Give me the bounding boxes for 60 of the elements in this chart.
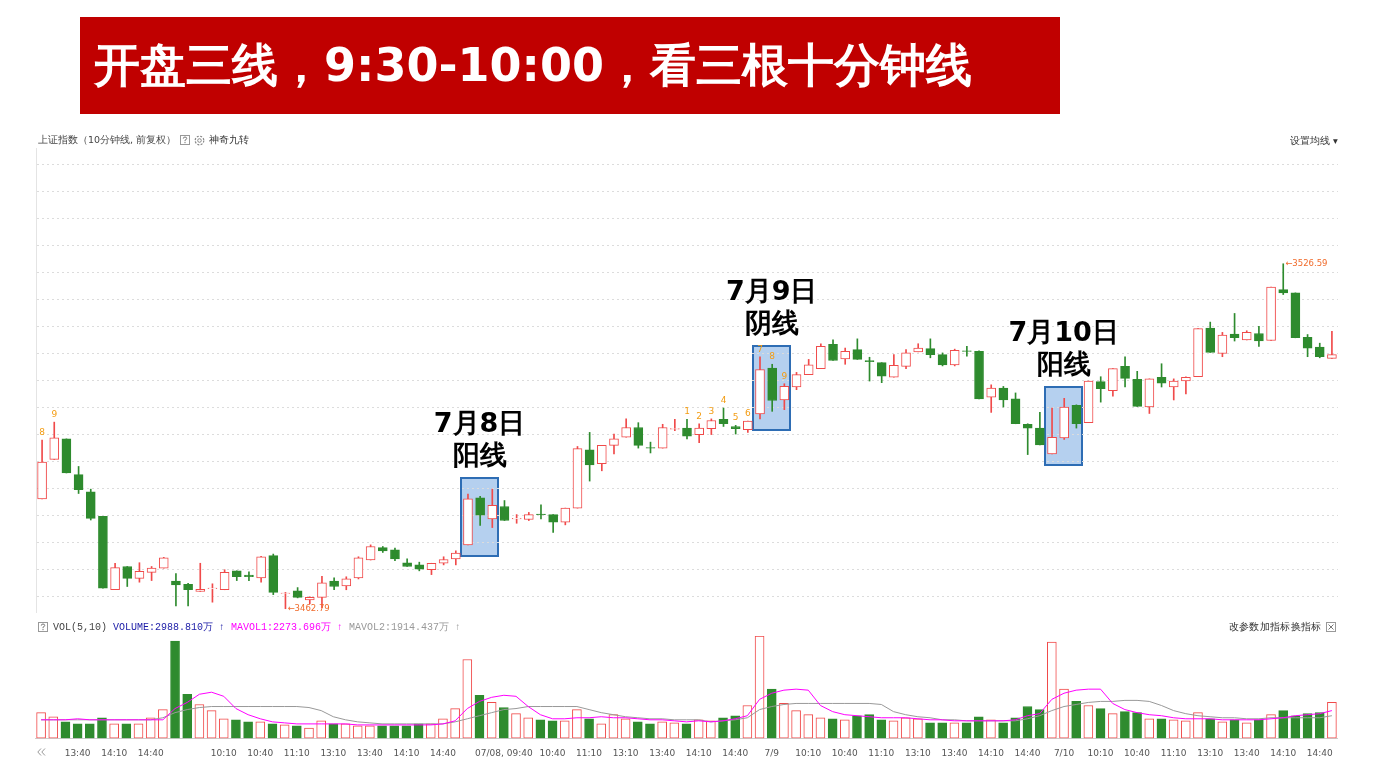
series-label: VOLUME:2988.810万 ↑	[113, 622, 226, 633]
text: 9	[781, 370, 788, 381]
annotation: 7月10日阳线	[1007, 316, 1120, 381]
text: 4	[720, 394, 727, 405]
x-tick-label: 14:40	[1014, 747, 1041, 758]
text: 神奇九转	[209, 133, 250, 147]
x-tick-label: 11:10	[576, 747, 603, 758]
text: 9	[51, 408, 58, 419]
text: 2	[696, 410, 703, 421]
x-tick-label: 14:10	[101, 747, 128, 758]
x-tick-label: 14:40	[1306, 747, 1333, 758]
x-tick-label: 11:10	[868, 747, 895, 758]
annotation: ←3526.59	[1285, 257, 1328, 268]
x-tick-label: 7/10	[1053, 747, 1075, 758]
x-tick-label: 14:10	[685, 747, 712, 758]
text: 6	[744, 407, 751, 418]
x-tick-label: 13:40	[649, 747, 676, 758]
x-tick-label: 14:10	[1270, 747, 1297, 758]
annotation: 7月8日阳线	[432, 407, 527, 472]
x-tick-label: 10:40	[1124, 747, 1151, 758]
x-tick-label: 11:10	[283, 747, 311, 758]
text: 换指标	[1291, 621, 1321, 634]
text: 8	[39, 426, 45, 437]
chart-title: 开盘三线，9:30-10:00，看三根十分钟线	[94, 37, 972, 94]
x-tick-label: 14:40	[722, 747, 749, 758]
annotation: ←3462.79	[287, 602, 330, 613]
x-tick-label: 14:10	[393, 747, 420, 758]
annotation: 7月9日阴线	[724, 274, 819, 339]
x-tick-label: 13:40	[1233, 747, 1260, 758]
x-tick-label: 07/08, 09:40	[475, 747, 533, 758]
text: 8	[769, 351, 776, 362]
x-tick-label: 10:10	[210, 747, 237, 758]
text: MAVOL2:1914.437万 ↑	[349, 622, 462, 633]
text: 5	[732, 412, 739, 423]
text: 1	[684, 406, 690, 417]
x-tick-label: 10:40	[247, 747, 274, 758]
x-tick-label: 10:10	[795, 747, 822, 758]
x-tick-label: 13:10	[1197, 747, 1224, 758]
chart-title: VOL(5,10)	[53, 622, 108, 633]
x-tick-label: 14:40	[429, 747, 457, 758]
x-tick-label: 13:10	[612, 747, 639, 758]
x-tick-label: 11:10	[1160, 747, 1187, 758]
chart-subtitle: 上证指数（10分钟线, 前复权）	[38, 133, 177, 147]
x-tick-label: 13:40	[356, 747, 384, 758]
x-tick-label: 14:40	[137, 747, 164, 758]
text: 设置均线 ▾	[1290, 135, 1338, 148]
x-tick-label: 10:10	[1087, 747, 1114, 758]
text: 7	[757, 343, 763, 354]
x-tick-label: 7/9	[764, 747, 780, 758]
x-tick-label: 14:10	[977, 747, 1005, 758]
text: 加指标	[1260, 621, 1290, 634]
text: 3	[708, 405, 715, 416]
text: 改参数	[1229, 621, 1259, 634]
x-tick-label: 13:10	[904, 747, 932, 758]
x-tick-label: 13:40	[941, 747, 968, 758]
x-tick-label: 10:40	[539, 747, 566, 758]
x-tick-label: 13:40	[64, 747, 91, 758]
text: MAVOL1:2273.696万 ↑	[231, 622, 344, 633]
x-tick-label: 13:10	[320, 747, 347, 758]
x-tick-label: 10:40	[831, 747, 859, 758]
